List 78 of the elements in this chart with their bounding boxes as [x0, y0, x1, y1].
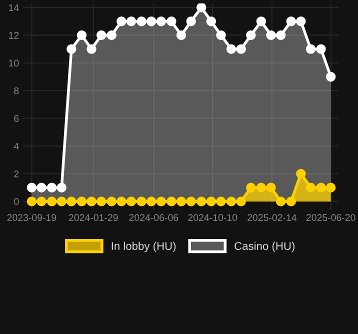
- point: [36, 196, 46, 206]
- point: [266, 30, 276, 40]
- point: [196, 3, 206, 12]
- point: [196, 196, 206, 206]
- point: [306, 44, 316, 54]
- point: [286, 16, 296, 26]
- point: [136, 196, 146, 206]
- point: [176, 196, 186, 206]
- x-tick-label: 2024-06-06: [129, 214, 178, 222]
- point: [56, 182, 66, 192]
- y-tick-label: 8: [14, 87, 19, 94]
- point: [326, 182, 336, 192]
- point: [266, 182, 276, 192]
- point: [186, 196, 196, 206]
- x-tick-label: 2023-09-19: [7, 214, 56, 222]
- point: [56, 196, 66, 206]
- point: [226, 44, 236, 54]
- x-tick-label: 2024-01-29: [69, 214, 118, 222]
- point: [46, 182, 57, 192]
- point: [226, 196, 236, 206]
- point: [76, 196, 87, 206]
- legend-label: Casino (HU): [234, 242, 294, 252]
- x-tick-label: 2025-02-14: [248, 214, 297, 222]
- point: [276, 30, 286, 40]
- point: [246, 182, 256, 192]
- point: [26, 182, 37, 192]
- y-tick-label: 10: [9, 60, 19, 67]
- point: [176, 30, 186, 40]
- point: [106, 30, 116, 40]
- point: [66, 44, 76, 54]
- point: [166, 16, 176, 26]
- y-tick-label: 14: [9, 4, 19, 12]
- point: [146, 196, 156, 206]
- point: [326, 72, 336, 82]
- point: [46, 196, 57, 206]
- point: [296, 16, 306, 26]
- point: [136, 16, 146, 26]
- point: [166, 196, 176, 206]
- point: [116, 196, 126, 206]
- point: [256, 16, 266, 26]
- point: [206, 16, 216, 26]
- point: [156, 196, 166, 206]
- point: [246, 30, 256, 40]
- point: [286, 196, 296, 206]
- y-tick-label: 6: [14, 115, 19, 122]
- point: [96, 30, 106, 40]
- point: [116, 16, 126, 26]
- point: [306, 182, 316, 192]
- point: [106, 196, 116, 206]
- point: [76, 30, 87, 40]
- y-tick-label: 0: [14, 198, 19, 206]
- point: [256, 182, 266, 192]
- point: [86, 44, 96, 54]
- point: [126, 16, 136, 26]
- point: [36, 182, 46, 192]
- point: [316, 44, 326, 54]
- point: [206, 196, 216, 206]
- x-tick-label: 2025-06-20: [306, 214, 356, 222]
- y-tick-label: 2: [14, 170, 19, 178]
- point: [186, 16, 196, 26]
- point: [26, 196, 37, 206]
- point: [126, 196, 136, 206]
- point: [86, 196, 96, 206]
- y-tick-label: 12: [9, 32, 19, 39]
- point: [276, 196, 286, 206]
- point: [316, 182, 326, 192]
- point: [216, 30, 226, 40]
- legend-label: In lobby (HU): [112, 242, 176, 252]
- y-tick-label: 4: [14, 142, 19, 150]
- point: [236, 44, 246, 54]
- point: [236, 196, 246, 206]
- point: [156, 16, 166, 26]
- point: [96, 196, 106, 206]
- point: [66, 196, 76, 206]
- point: [146, 16, 156, 26]
- point: [296, 168, 306, 179]
- point: [216, 196, 226, 206]
- x-tick-label: 2024-10-10: [188, 214, 238, 222]
